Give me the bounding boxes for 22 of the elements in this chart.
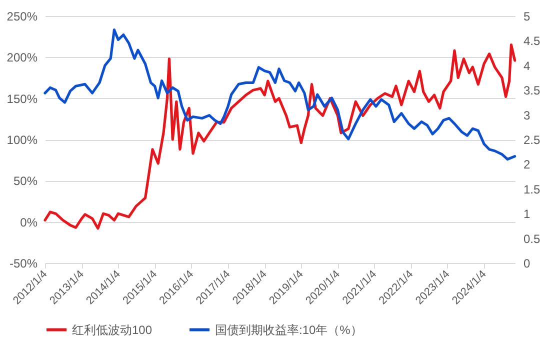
- y-tick-label: 150%: [6, 92, 38, 106]
- y2-tick-label: 3.5: [524, 84, 541, 98]
- y-tick-label: 250%: [6, 10, 38, 24]
- y-tick-label: -50%: [9, 256, 38, 270]
- y2-tick-label: 2.5: [524, 133, 541, 147]
- line-series: [44, 28, 516, 161]
- y-tick-label: 50%: [13, 174, 38, 188]
- y2-tick-label: 0: [524, 256, 530, 270]
- y-tick-label: 100%: [6, 133, 38, 147]
- y2-tick-label: 2: [524, 158, 530, 172]
- y2-tick-label: 4: [524, 58, 530, 73]
- y2-tick-label: 3: [524, 108, 530, 122]
- y-tick-label: 0%: [20, 215, 38, 230]
- y2-tick-label: 1: [524, 207, 530, 222]
- y2-tick-label: 0.5: [524, 232, 541, 246]
- y2-tick-label: 4.5: [524, 34, 541, 48]
- y-tick-label: 200%: [6, 50, 38, 65]
- legend-label: 国债到期收益率:10年（%）: [215, 322, 362, 337]
- y2-tick-label: 5: [524, 10, 530, 24]
- legend-label: 红利低波动100: [72, 322, 152, 337]
- y2-tick-label: 1.5: [524, 182, 541, 196]
- line-series: [44, 44, 516, 230]
